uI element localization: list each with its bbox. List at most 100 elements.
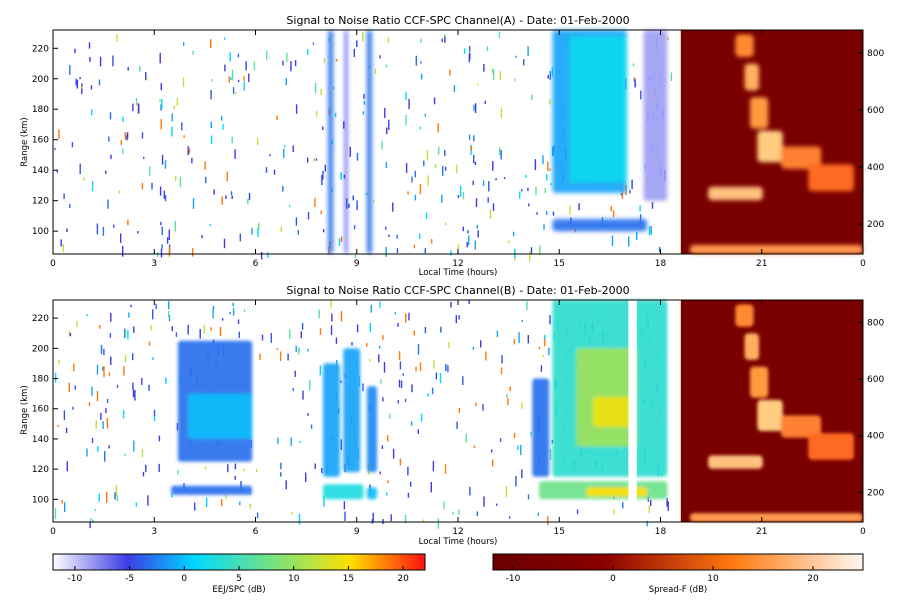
noise-speck	[194, 502, 196, 511]
echo-region	[188, 393, 253, 439]
noise-speck	[378, 354, 380, 363]
noise-speck	[309, 379, 311, 391]
colorbar-spreadf-gradient	[492, 553, 864, 571]
noise-speck	[98, 79, 101, 86]
noise-speck	[378, 345, 381, 349]
noise-speck	[222, 124, 224, 130]
noise-speck	[290, 437, 292, 446]
noise-speck	[640, 90, 642, 100]
noise-speck	[229, 311, 231, 315]
noise-speck	[353, 224, 356, 230]
colorbar-tick-label: 20	[807, 574, 819, 584]
noise-speck	[289, 329, 291, 340]
noise-speck	[382, 397, 384, 402]
noise-speck	[496, 330, 499, 338]
x-tick-label: 21	[756, 527, 767, 537]
noise-speck	[386, 492, 388, 496]
noise-speck	[348, 203, 350, 208]
noise-speck	[168, 311, 170, 318]
colorbar-eej-label: EEJ/SPC (dB)	[212, 585, 265, 595]
noise-speck	[243, 309, 246, 313]
noise-speck	[139, 65, 141, 72]
right-tick-label: 600	[867, 106, 884, 116]
noise-speck	[473, 154, 475, 164]
noise-speck	[610, 206, 612, 212]
noise-speck	[63, 193, 65, 199]
noise-speck	[500, 107, 503, 118]
noise-speck	[537, 512, 539, 516]
noise-speck	[351, 342, 353, 346]
noise-speck	[523, 59, 525, 66]
noise-speck	[280, 226, 282, 233]
noise-speck	[414, 194, 417, 201]
noise-speck	[462, 192, 465, 200]
noise-speck	[419, 183, 422, 195]
noise-speck	[286, 52, 288, 62]
noise-speck	[124, 131, 126, 140]
noise-speck	[168, 229, 170, 240]
noise-speck	[230, 191, 233, 196]
colorbar-tick-label: 0	[181, 574, 187, 584]
noise-speck	[159, 52, 161, 64]
noise-speck	[546, 174, 548, 181]
noise-speck	[298, 347, 300, 355]
spreadf-plume	[808, 433, 854, 460]
noise-speck	[512, 231, 515, 236]
spreadf-plume	[708, 455, 763, 469]
panel-a-x-axis: 0 3 6 9 12 15 18 21 0	[50, 30, 866, 269]
noise-speck	[444, 36, 446, 43]
panel-b-spreadf	[680, 300, 864, 522]
noise-speck	[145, 464, 147, 473]
noise-speck	[302, 390, 304, 400]
noise-speck	[153, 415, 156, 422]
noise-speck	[188, 148, 191, 154]
panel-a-spreadf	[680, 30, 864, 254]
noise-speck	[212, 307, 214, 319]
noise-speck	[113, 224, 115, 228]
noise-speck	[411, 384, 413, 393]
noise-speck	[279, 351, 282, 362]
noise-speck	[531, 94, 533, 101]
noise-speck	[192, 248, 194, 257]
noise-speck	[392, 448, 395, 459]
spreadf-echo	[689, 34, 863, 254]
echo-region	[643, 30, 668, 201]
noise-speck	[69, 203, 71, 209]
noise-speck	[149, 166, 151, 176]
noise-speck	[322, 229, 325, 233]
noise-speck	[527, 46, 529, 57]
noise-speck	[473, 445, 476, 449]
noise-speck	[405, 313, 407, 323]
noise-speck	[486, 46, 489, 52]
noise-speck	[294, 370, 296, 377]
spreadf-plume	[689, 513, 863, 522]
noise-speck	[123, 366, 125, 376]
noise-speck	[549, 449, 552, 460]
noise-speck	[288, 204, 291, 208]
echo-region	[171, 485, 253, 495]
noise-speck	[164, 195, 167, 202]
noise-speck	[547, 74, 549, 79]
noise-speck	[99, 325, 101, 329]
noise-speck	[269, 154, 271, 157]
noise-speck	[420, 38, 422, 43]
noise-speck	[79, 77, 81, 80]
colorbar-tick-label: -5	[125, 574, 134, 584]
noise-speck	[521, 320, 523, 323]
panel-b-plot	[54, 300, 669, 529]
noise-speck	[488, 181, 490, 192]
noise-speck	[417, 429, 419, 434]
noise-speck	[231, 136, 233, 144]
noise-speck	[164, 160, 167, 169]
noise-speck	[76, 79, 79, 89]
noise-speck	[109, 333, 112, 338]
noise-speck	[456, 164, 458, 173]
y-tick-label: 140	[32, 435, 49, 445]
noise-speck	[83, 177, 85, 181]
noise-speck	[58, 129, 60, 139]
noise-speck	[344, 511, 346, 521]
noise-speck	[158, 463, 160, 472]
noise-speck	[132, 103, 134, 112]
spreadf-plume	[735, 34, 754, 57]
noise-speck	[305, 472, 307, 482]
